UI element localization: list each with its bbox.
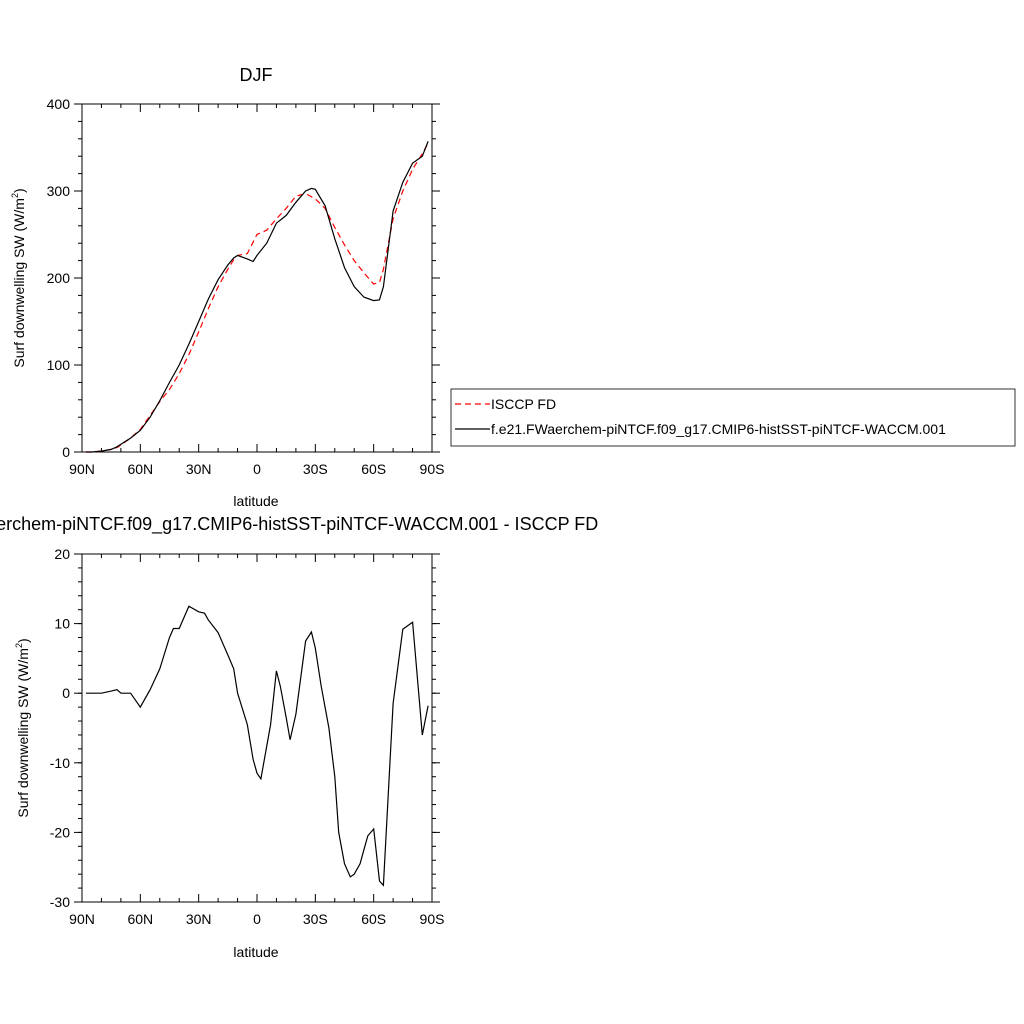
bottom-series-lines (85, 605, 429, 887)
bottom-y-tick-label: 10 (54, 616, 70, 632)
top-y-tick-label: 0 (62, 444, 70, 460)
bottom-x-axis: 90N 60N 30N 0 30S 60S 90S (69, 554, 444, 927)
bottom-y-tick-label: 20 (54, 546, 70, 562)
top-y-tick-label: 300 (47, 183, 71, 199)
bottom-x-tick-label: 30S (303, 911, 328, 927)
bottom-x-tick-label: 60S (361, 911, 386, 927)
bottom-y-tick-label: -10 (50, 755, 70, 771)
top-panel-title: DJF (240, 65, 273, 85)
top-y-axis-label-main: Surf downwelling SW (W/m (11, 198, 27, 368)
legend-box (450, 388, 1016, 447)
top-x-tick-label: 90N (69, 461, 95, 477)
top-x-tick-label: 30N (186, 461, 212, 477)
top-y-axis-label: Surf downwelling SW (W/m2) (10, 188, 27, 367)
legend: ISCCP FD f.e21.FWaerchem-piNTCF.f09_g17.… (450, 388, 1016, 447)
bottom-x-tick-label: 90S (420, 911, 445, 927)
bottom-y-axis: -30 -20 -10 0 10 20 (50, 546, 440, 910)
top-y-tick-label: 100 (47, 357, 71, 373)
top-x-axis-label: latitude (233, 493, 278, 509)
top-y-tick-label: 400 (47, 96, 71, 112)
top-x-tick-label: 60N (127, 461, 153, 477)
bottom-y-tick-label: 0 (62, 685, 70, 701)
bottom-x-tick-label: 0 (253, 911, 261, 927)
top-x-axis: 90N 60N 30N 0 30S 60S 90S (69, 104, 444, 477)
top-y-axis-label-close: ) (11, 188, 27, 193)
bottom-panel: f.e21.FWaerchem-piNTCF.f09_g17.CMIP6-his… (0, 514, 598, 960)
top-series-line-1 (85, 141, 429, 453)
bottom-x-tick-label: 60N (127, 911, 153, 927)
bottom-y-axis-label: Surf downwelling SW (W/m2) (14, 638, 31, 817)
bottom-x-tick-label: 90N (69, 911, 95, 927)
bottom-plot-frame (81, 553, 433, 903)
top-y-tick-label: 200 (47, 270, 71, 286)
top-plot-frame (81, 103, 433, 453)
bottom-y-tick-label: -20 (50, 824, 70, 840)
legend-label-obs: ISCCP FD (491, 396, 556, 412)
top-series-line-0 (85, 142, 429, 453)
bottom-x-axis-label: latitude (233, 944, 278, 960)
bottom-y-tick-label: -30 (50, 894, 70, 910)
top-panel: DJF 90N 60N 30N 0 30S 60S 90S 0 100 200 300 400 la… (10, 65, 444, 509)
bottom-panel-title: f.e21.FWaerchem-piNTCF.f09_g17.CMIP6-his… (0, 514, 598, 535)
bottom-y-axis-label-main: Surf downwelling SW (W/m (15, 648, 31, 818)
bottom-x-tick-label: 30N (186, 911, 212, 927)
top-x-tick-label: 30S (303, 461, 328, 477)
bottom-y-axis-label-sup: 2 (14, 643, 24, 648)
top-series-lines (85, 141, 429, 453)
top-x-tick-label: 90S (420, 461, 445, 477)
top-x-tick-label: 0 (253, 461, 261, 477)
top-y-axis-label-sup: 2 (10, 193, 20, 198)
bottom-y-axis-label-close: ) (15, 638, 31, 643)
top-y-axis: 0 100 200 300 400 (47, 96, 440, 460)
legend-label-model: f.e21.FWaerchem-piNTCF.f09_g17.CMIP6-his… (491, 421, 946, 437)
bottom-series-line-0 (85, 605, 429, 887)
top-x-tick-label: 60S (361, 461, 386, 477)
